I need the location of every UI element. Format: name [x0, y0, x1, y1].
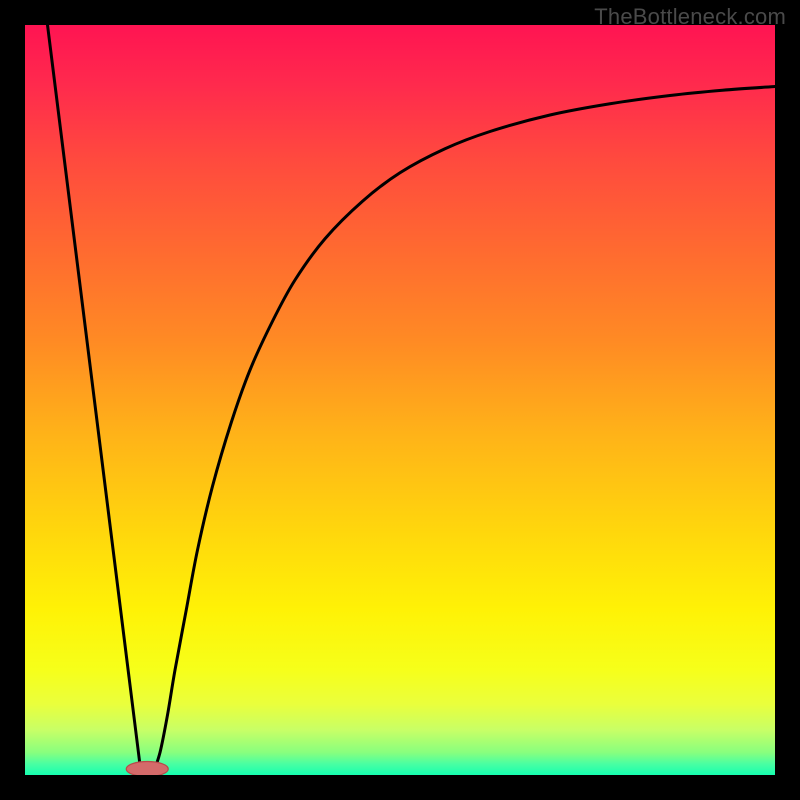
watermark-text: TheBottleneck.com	[594, 4, 786, 30]
bottleneck-chart-svg	[25, 25, 775, 775]
gradient-background	[25, 25, 775, 775]
plot-area	[25, 25, 775, 775]
optimal-point-marker	[126, 762, 168, 776]
chart-container: TheBottleneck.com	[0, 0, 800, 800]
